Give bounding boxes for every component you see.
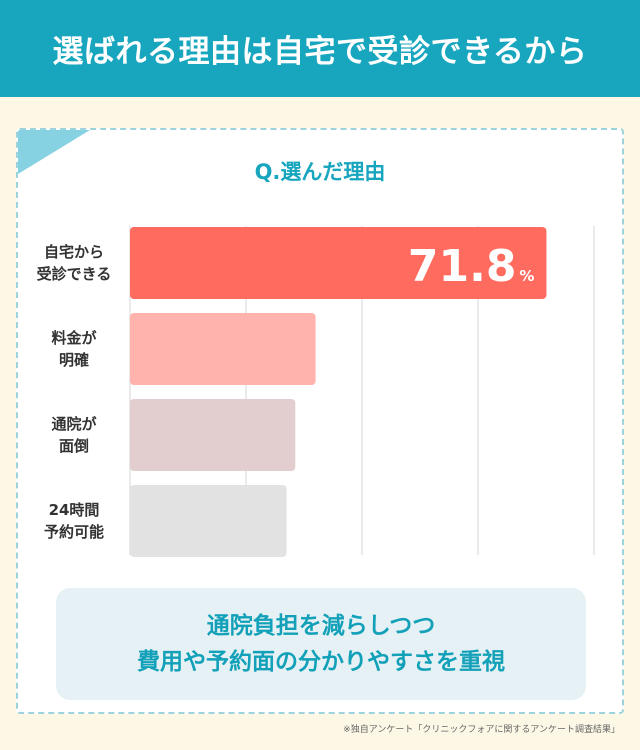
category-label-2-1: 面倒 <box>59 437 89 455</box>
question-title: Q.選んだ理由 <box>254 160 386 184</box>
page-title: 選ばれる理由は自宅で受診できるから <box>52 34 588 70</box>
header-banner: 選ばれる理由は自宅で受診できるから <box>0 0 640 97</box>
category-label-2-0: 通院が <box>51 415 97 433</box>
category-label-3-0: 24時間 <box>49 501 100 519</box>
data-label-value-0: 71.8 <box>408 241 517 292</box>
footnote: ※独自アンケート「クリニックフォアに関するアンケート調査結果」 <box>343 725 620 735</box>
summary-line-2: 費用や予約面の分かりやすさを重視 <box>137 649 505 675</box>
category-label-0-1: 受診できる <box>37 265 112 283</box>
category-label-3-1: 予約可能 <box>44 523 104 541</box>
bar-2 <box>130 399 296 471</box>
bar-1 <box>130 313 316 385</box>
summary-line-1: 通院負担を減らしつつ <box>206 613 436 639</box>
bar-0 <box>130 227 547 299</box>
data-label-unit-0: % <box>519 267 534 285</box>
category-label-1-0: 料金が <box>51 329 97 347</box>
category-label-0-0: 自宅から <box>44 243 104 261</box>
chart-card: Q.選んだ理由 自宅から受診できる% 71.8 料金が明確通院が面倒 24時間予約可能… <box>16 128 624 714</box>
summary-message-box: 通院負担を減らしつつ 費用や予約面の分かりやすさを重視 <box>56 588 586 700</box>
category-label-1-1: 明確 <box>59 351 89 369</box>
bar-3 <box>130 485 287 557</box>
corner-tab-decoration <box>18 130 90 174</box>
